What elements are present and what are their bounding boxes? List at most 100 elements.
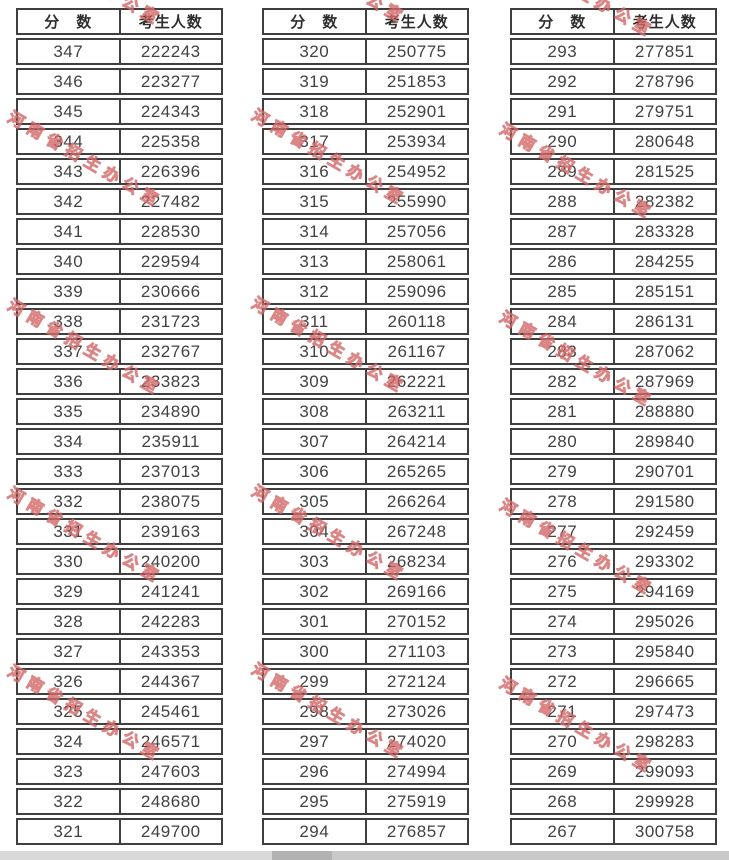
- score-cell: 343: [18, 160, 121, 183]
- count-cell: 229594: [140, 251, 201, 271]
- score-cell: 337: [18, 340, 121, 363]
- table-row: 330 240200: [16, 548, 223, 575]
- count-cell: 227482: [140, 191, 201, 211]
- score-cell: 289: [512, 160, 615, 183]
- table-row: 288 282382: [510, 188, 717, 215]
- score-cell: 311: [264, 310, 367, 333]
- score-cell: 287: [512, 220, 615, 243]
- count-cell: 231723: [140, 311, 201, 331]
- table-row: 280 289840: [510, 428, 717, 455]
- score-cell: 325: [18, 700, 121, 723]
- table-row: 339 230666: [16, 278, 223, 305]
- count-cell: 243353: [140, 641, 201, 661]
- count-cell: 223277: [140, 71, 201, 91]
- score-cell: 298: [264, 700, 367, 723]
- count-cell: 296665: [634, 671, 695, 691]
- score-cell: 272: [512, 670, 615, 693]
- table-row: 301 270152: [262, 608, 469, 635]
- count-cell: 274994: [386, 761, 447, 781]
- score-cell: 322: [18, 790, 121, 813]
- table-row: 294 276857: [262, 818, 469, 845]
- table-row: 269 299093: [510, 758, 717, 785]
- count-cell: 247603: [140, 761, 201, 781]
- score-cell: 309: [264, 370, 367, 393]
- score-cell: 321: [18, 820, 121, 843]
- score-cell: 267: [512, 820, 615, 843]
- table-row: 279 290701: [510, 458, 717, 485]
- header-row: 分 数考生人数: [510, 8, 717, 35]
- table-row: 340 229594: [16, 248, 223, 275]
- count-cell: 282382: [634, 191, 695, 211]
- page-bottom-strip: [0, 851, 729, 860]
- count-cell: 264214: [386, 431, 447, 451]
- score-cell: 323: [18, 760, 121, 783]
- count-cell: 299093: [634, 761, 695, 781]
- table-row: 328 242283: [16, 608, 223, 635]
- count-cell: 252901: [386, 101, 447, 121]
- count-cell: 225358: [140, 131, 201, 151]
- table-row: 317 253934: [262, 128, 469, 155]
- score-cell: 278: [512, 490, 615, 513]
- score-cell: 332: [18, 490, 121, 513]
- score-cell: 305: [264, 490, 367, 513]
- count-cell: 270152: [386, 611, 447, 631]
- count-column-header: 考生人数: [138, 14, 203, 31]
- count-cell: 257056: [386, 221, 447, 241]
- table-row: 345 224343: [16, 98, 223, 125]
- count-cell: 294169: [634, 581, 695, 601]
- score-table-3: 分 数考生人数 293 277851 292 278796 291 279751 290 280…: [510, 8, 717, 845]
- table-row: 312 259096: [262, 278, 469, 305]
- table-row: 346 223277: [16, 68, 223, 95]
- score-cell: 342: [18, 190, 121, 213]
- count-cell: 288880: [634, 401, 695, 421]
- table-row: 293 277851: [510, 38, 717, 65]
- count-cell: 233823: [140, 371, 201, 391]
- score-cell: 341: [18, 220, 121, 243]
- count-cell: 267248: [386, 521, 447, 541]
- table-row: 296 274994: [262, 758, 469, 785]
- count-cell: 228530: [140, 221, 201, 241]
- table-row: 298 273026: [262, 698, 469, 725]
- table-row: 322 248680: [16, 788, 223, 815]
- page-bottom-strip-dark-segment: [272, 851, 332, 860]
- table-row: 290 280648: [510, 128, 717, 155]
- score-cell: 324: [18, 730, 121, 753]
- count-cell: 249700: [140, 821, 201, 841]
- score-cell: 270: [512, 730, 615, 753]
- count-cell: 258061: [386, 251, 447, 271]
- count-cell: 254952: [386, 161, 447, 181]
- score-cell: 345: [18, 100, 121, 123]
- score-cell: 269: [512, 760, 615, 783]
- score-cell: 282: [512, 370, 615, 393]
- score-cell: 286: [512, 250, 615, 273]
- table-row: 307 264214: [262, 428, 469, 455]
- count-cell: 278796: [634, 71, 695, 91]
- score-cell: 293: [512, 40, 615, 63]
- score-cell: 340: [18, 250, 121, 273]
- score-cell: 315: [264, 190, 367, 213]
- table-row: 316 254952: [262, 158, 469, 185]
- score-table-2: 分 数考生人数 320 250775 319 251853 318 252901 317 253…: [262, 8, 469, 845]
- count-cell: 255990: [386, 191, 447, 211]
- score-cell: 326: [18, 670, 121, 693]
- score-cell: 302: [264, 580, 367, 603]
- count-cell: 265265: [386, 461, 447, 481]
- score-cell: 338: [18, 310, 121, 333]
- table-row: 271 297473: [510, 698, 717, 725]
- count-cell: 268234: [386, 551, 447, 571]
- score-cell: 307: [264, 430, 367, 453]
- page-bottom-strip-mid-segment: [332, 851, 729, 860]
- score-cell: 295: [264, 790, 367, 813]
- count-cell: 222243: [140, 41, 201, 61]
- score-cell: 290: [512, 130, 615, 153]
- score-cell: 346: [18, 70, 121, 93]
- score-cell: 313: [264, 250, 367, 273]
- score-cell: 292: [512, 70, 615, 93]
- count-cell: 244367: [140, 671, 201, 691]
- count-column-header: 考生人数: [632, 14, 697, 31]
- table-row: 304 267248: [262, 518, 469, 545]
- count-cell: 251853: [386, 71, 447, 91]
- score-cell: 314: [264, 220, 367, 243]
- table-row: 336 233823: [16, 368, 223, 395]
